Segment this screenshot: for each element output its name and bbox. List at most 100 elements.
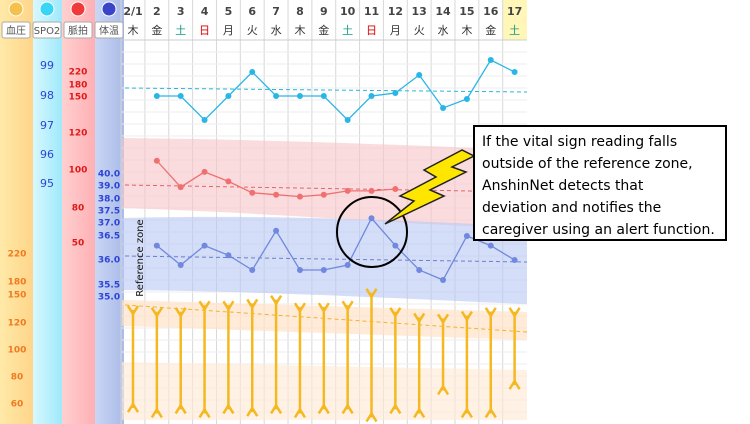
scale-label: 36.0 bbox=[98, 256, 120, 266]
weekday-label: 金 bbox=[151, 23, 162, 37]
scale-label: 180 bbox=[69, 81, 88, 91]
callout-line: deviation and notifies the bbox=[482, 200, 661, 216]
bp-diastolic-cap bbox=[270, 403, 283, 415]
weekday-label: 木 bbox=[294, 24, 305, 37]
bp-systolic-cap bbox=[317, 302, 330, 314]
weekday-label: 金 bbox=[318, 23, 329, 37]
temperature-line bbox=[156, 217, 515, 281]
spo2-point bbox=[225, 93, 232, 99]
scale-label: 96 bbox=[40, 148, 54, 161]
header-button bbox=[32, 21, 62, 39]
scale-label: 220 bbox=[8, 250, 27, 260]
bp-diastolic-cap bbox=[460, 407, 473, 419]
bp-column bbox=[0, 0, 33, 424]
temperature-point bbox=[296, 267, 303, 273]
spo2-point bbox=[344, 117, 351, 123]
scale-label: 180 bbox=[8, 278, 27, 288]
scale-label: 50 bbox=[72, 239, 85, 249]
date-label: 13 bbox=[412, 5, 427, 18]
date-label: 2/1 bbox=[123, 5, 142, 18]
pulse-reference-zone bbox=[122, 138, 527, 228]
temp-column bbox=[95, 0, 124, 424]
date-label: 10 bbox=[340, 5, 356, 18]
weekday-label: 月 bbox=[390, 24, 401, 37]
pulse-point bbox=[320, 191, 327, 198]
temperature-point bbox=[416, 267, 423, 273]
spo2-point bbox=[249, 69, 256, 75]
scale-label: 150 bbox=[69, 93, 88, 103]
date-label: 5 bbox=[225, 5, 233, 18]
scale-label: 220 bbox=[69, 68, 88, 78]
scale-label: 38.0 bbox=[98, 195, 120, 205]
header-button bbox=[1, 21, 31, 39]
scale-label: 40.0 bbox=[98, 170, 120, 180]
temperature-point bbox=[487, 242, 494, 249]
header-label: 体温 bbox=[99, 25, 119, 37]
bp-diastolic-cap bbox=[341, 403, 354, 415]
scale-label: 97 bbox=[40, 119, 54, 132]
today-header bbox=[503, 0, 527, 40]
bp-diastolic-cap bbox=[508, 378, 521, 390]
header-icon bbox=[70, 1, 86, 17]
bp-systolic-cap bbox=[436, 313, 450, 325]
callout-line: outside of the reference zone, bbox=[482, 156, 693, 172]
pulse-column bbox=[62, 0, 95, 424]
bp-diastolic-cap bbox=[222, 403, 235, 415]
scale-label: 100 bbox=[69, 166, 88, 176]
spo2-point bbox=[487, 57, 494, 63]
bp-systolic-cap bbox=[246, 298, 259, 310]
bp-diastolic-cap bbox=[389, 403, 402, 415]
spo2-point bbox=[177, 93, 184, 99]
scale-label: 80 bbox=[11, 373, 24, 383]
scale-label: 150 bbox=[8, 291, 27, 301]
spo2-column bbox=[33, 0, 62, 424]
date-label: 14 bbox=[435, 5, 451, 18]
bp-systolic-cap bbox=[270, 295, 283, 307]
spo2-point bbox=[463, 96, 470, 102]
header-button bbox=[94, 21, 124, 39]
date-label: 16 bbox=[483, 5, 499, 18]
pulse-point bbox=[392, 186, 399, 192]
scale-label: 99 bbox=[40, 59, 54, 72]
weekday-label: 日 bbox=[366, 24, 377, 37]
scale-label: 37.5 bbox=[98, 207, 120, 217]
pulse-point bbox=[201, 168, 208, 175]
date-label: 6 bbox=[248, 5, 256, 18]
weekday-label: 火 bbox=[414, 24, 425, 37]
temperature-point bbox=[177, 262, 184, 268]
bp-systolic-cap bbox=[198, 300, 211, 312]
weekday-label: 木 bbox=[128, 24, 139, 37]
bp-systolic-cap bbox=[293, 302, 307, 314]
temperature-point bbox=[511, 257, 518, 263]
bp-diastolic-cap bbox=[293, 407, 307, 419]
date-label: 2 bbox=[153, 5, 161, 18]
header-icon bbox=[8, 1, 24, 17]
callout-line: If the vital sign reading falls bbox=[482, 134, 677, 150]
header-label: SPO2 bbox=[34, 26, 61, 37]
alert-circle bbox=[336, 196, 408, 268]
date-label: 8 bbox=[296, 5, 304, 18]
weekday-label: 月 bbox=[223, 24, 234, 37]
bp-systolic-cap bbox=[389, 307, 402, 319]
date-label: 4 bbox=[201, 5, 209, 18]
temperature-point bbox=[225, 252, 232, 259]
header-button bbox=[63, 21, 93, 39]
weekday-label: 土 bbox=[175, 24, 186, 37]
spo2-point bbox=[296, 93, 303, 99]
temperature-point bbox=[273, 227, 280, 234]
scale-label: 100 bbox=[8, 346, 27, 356]
spo2-point bbox=[320, 93, 327, 99]
bp-systolic-cap bbox=[126, 305, 140, 317]
callout-box bbox=[473, 125, 727, 241]
temperature-point bbox=[201, 242, 208, 249]
callout-line: AnshinNet detects that bbox=[482, 178, 644, 194]
pulse-point bbox=[273, 191, 280, 198]
weekday-label: 金 bbox=[485, 23, 496, 37]
weekday-label: 木 bbox=[461, 24, 472, 37]
bp-systolic-cap bbox=[174, 307, 187, 319]
temperature-point bbox=[344, 262, 351, 268]
scale-label: 98 bbox=[40, 89, 54, 102]
pulse-point bbox=[296, 193, 303, 200]
bp-diastolic-cap bbox=[198, 407, 211, 419]
